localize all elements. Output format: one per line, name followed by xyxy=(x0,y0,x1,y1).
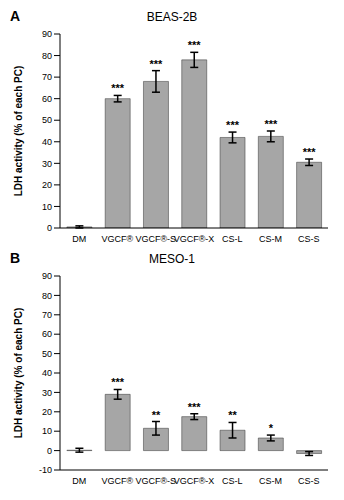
svg-text:**: ** xyxy=(228,409,237,421)
svg-text:VGCF®: VGCF® xyxy=(102,476,134,486)
html-text:MESO-1: MESO-1 xyxy=(149,252,195,266)
svg-text:70: 70 xyxy=(42,72,52,82)
svg-text:*: * xyxy=(269,422,274,434)
svg-text:DM: DM xyxy=(72,476,86,486)
svg-text:CS-L: CS-L xyxy=(222,476,243,486)
svg-text:CS-L: CS-L xyxy=(222,234,243,244)
svg-text:CS-S: CS-S xyxy=(298,234,320,244)
svg-text:CS-M: CS-M xyxy=(259,476,282,486)
svg-text:20: 20 xyxy=(42,407,52,417)
svg-text:***: *** xyxy=(150,58,164,70)
html-text:B: B xyxy=(10,250,21,266)
svg-text:-10: -10 xyxy=(39,465,52,475)
svg-text:***: *** xyxy=(264,118,278,130)
svg-text:30: 30 xyxy=(42,388,52,398)
svg-text:***: *** xyxy=(111,376,125,388)
svg-text:80: 80 xyxy=(42,291,52,301)
svg-text:***: *** xyxy=(111,82,125,94)
svg-text:***: *** xyxy=(188,401,202,413)
svg-text:VGCF®-X: VGCF®-X xyxy=(174,476,215,486)
svg-text:CS-S: CS-S xyxy=(298,476,320,486)
svg-text:***: *** xyxy=(188,39,202,51)
svg-text:VGCF®: VGCF® xyxy=(102,234,134,244)
svg-text:VGCF®-S: VGCF®-S xyxy=(135,476,176,486)
svg-text:40: 40 xyxy=(42,137,52,147)
svg-text:LDH activity (% of each PC): LDH activity (% of each PC) xyxy=(13,66,24,197)
svg-text:90: 90 xyxy=(42,271,52,281)
svg-text:60: 60 xyxy=(42,329,52,339)
svg-text:10: 10 xyxy=(42,426,52,436)
svg-text:30: 30 xyxy=(42,159,52,169)
svg-text:CS-M: CS-M xyxy=(259,234,282,244)
svg-text:DM: DM xyxy=(72,234,86,244)
svg-text:VGCF®-S: VGCF®-S xyxy=(135,234,176,244)
svg-text:70: 70 xyxy=(42,310,52,320)
svg-text:***: *** xyxy=(303,146,317,158)
svg-text:20: 20 xyxy=(42,180,52,190)
svg-text:80: 80 xyxy=(42,51,52,61)
svg-text:90: 90 xyxy=(42,29,52,39)
svg-text:0: 0 xyxy=(47,223,52,233)
svg-text:40: 40 xyxy=(42,368,52,378)
svg-text:LDH activity (% of each PC): LDH activity (% of each PC) xyxy=(13,308,24,439)
html-text:BEAS-2B: BEAS-2B xyxy=(146,10,198,24)
svg-text:0: 0 xyxy=(47,446,52,456)
html-text:A: A xyxy=(10,8,21,24)
svg-text:50: 50 xyxy=(42,115,52,125)
svg-text:***: *** xyxy=(226,119,240,131)
svg-text:10: 10 xyxy=(42,202,52,212)
svg-text:50: 50 xyxy=(42,349,52,359)
svg-text:60: 60 xyxy=(42,94,52,104)
svg-text:VGCF®-X: VGCF®-X xyxy=(174,234,215,244)
svg-text:**: ** xyxy=(152,409,161,421)
